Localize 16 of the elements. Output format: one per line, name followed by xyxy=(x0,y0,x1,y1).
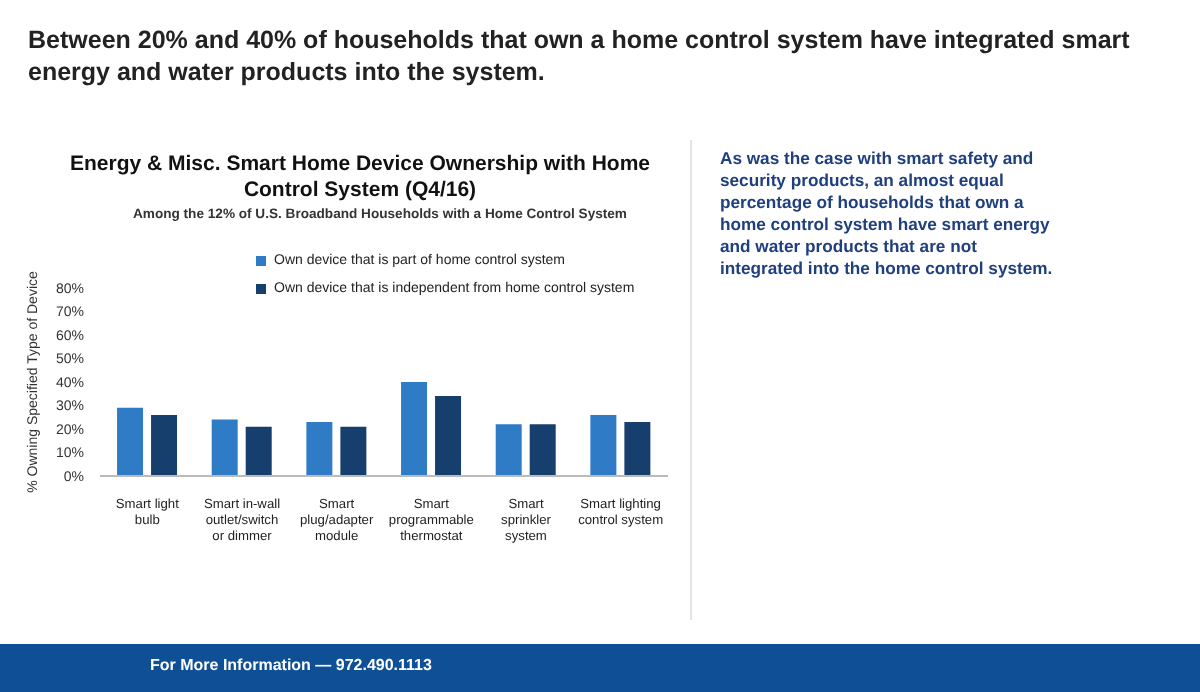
bar xyxy=(401,382,428,476)
bar xyxy=(306,421,333,476)
bar xyxy=(340,426,367,476)
bar xyxy=(590,414,617,476)
bar xyxy=(435,396,462,476)
text: Between 20% and 40% of households that own a home control system have integrated smart energy and water products into the system. xyxy=(28,24,1132,88)
text: For More Information — 972.490.1113 xyxy=(150,656,432,674)
chart-title: Energy & Misc. Smart Home Device Ownership with Home Control System (Q4/16) xyxy=(68,152,652,204)
bar xyxy=(117,407,144,476)
text: As was the case with smart safety and security products, an almost equal percentage of households that own a home control system have smart energy and water products that are not integrated into the home control system. xyxy=(720,148,1055,280)
bar xyxy=(529,424,556,476)
bar xyxy=(211,419,238,476)
bar xyxy=(245,426,272,476)
bar xyxy=(495,424,522,476)
bar xyxy=(624,421,651,476)
bar xyxy=(151,414,178,476)
